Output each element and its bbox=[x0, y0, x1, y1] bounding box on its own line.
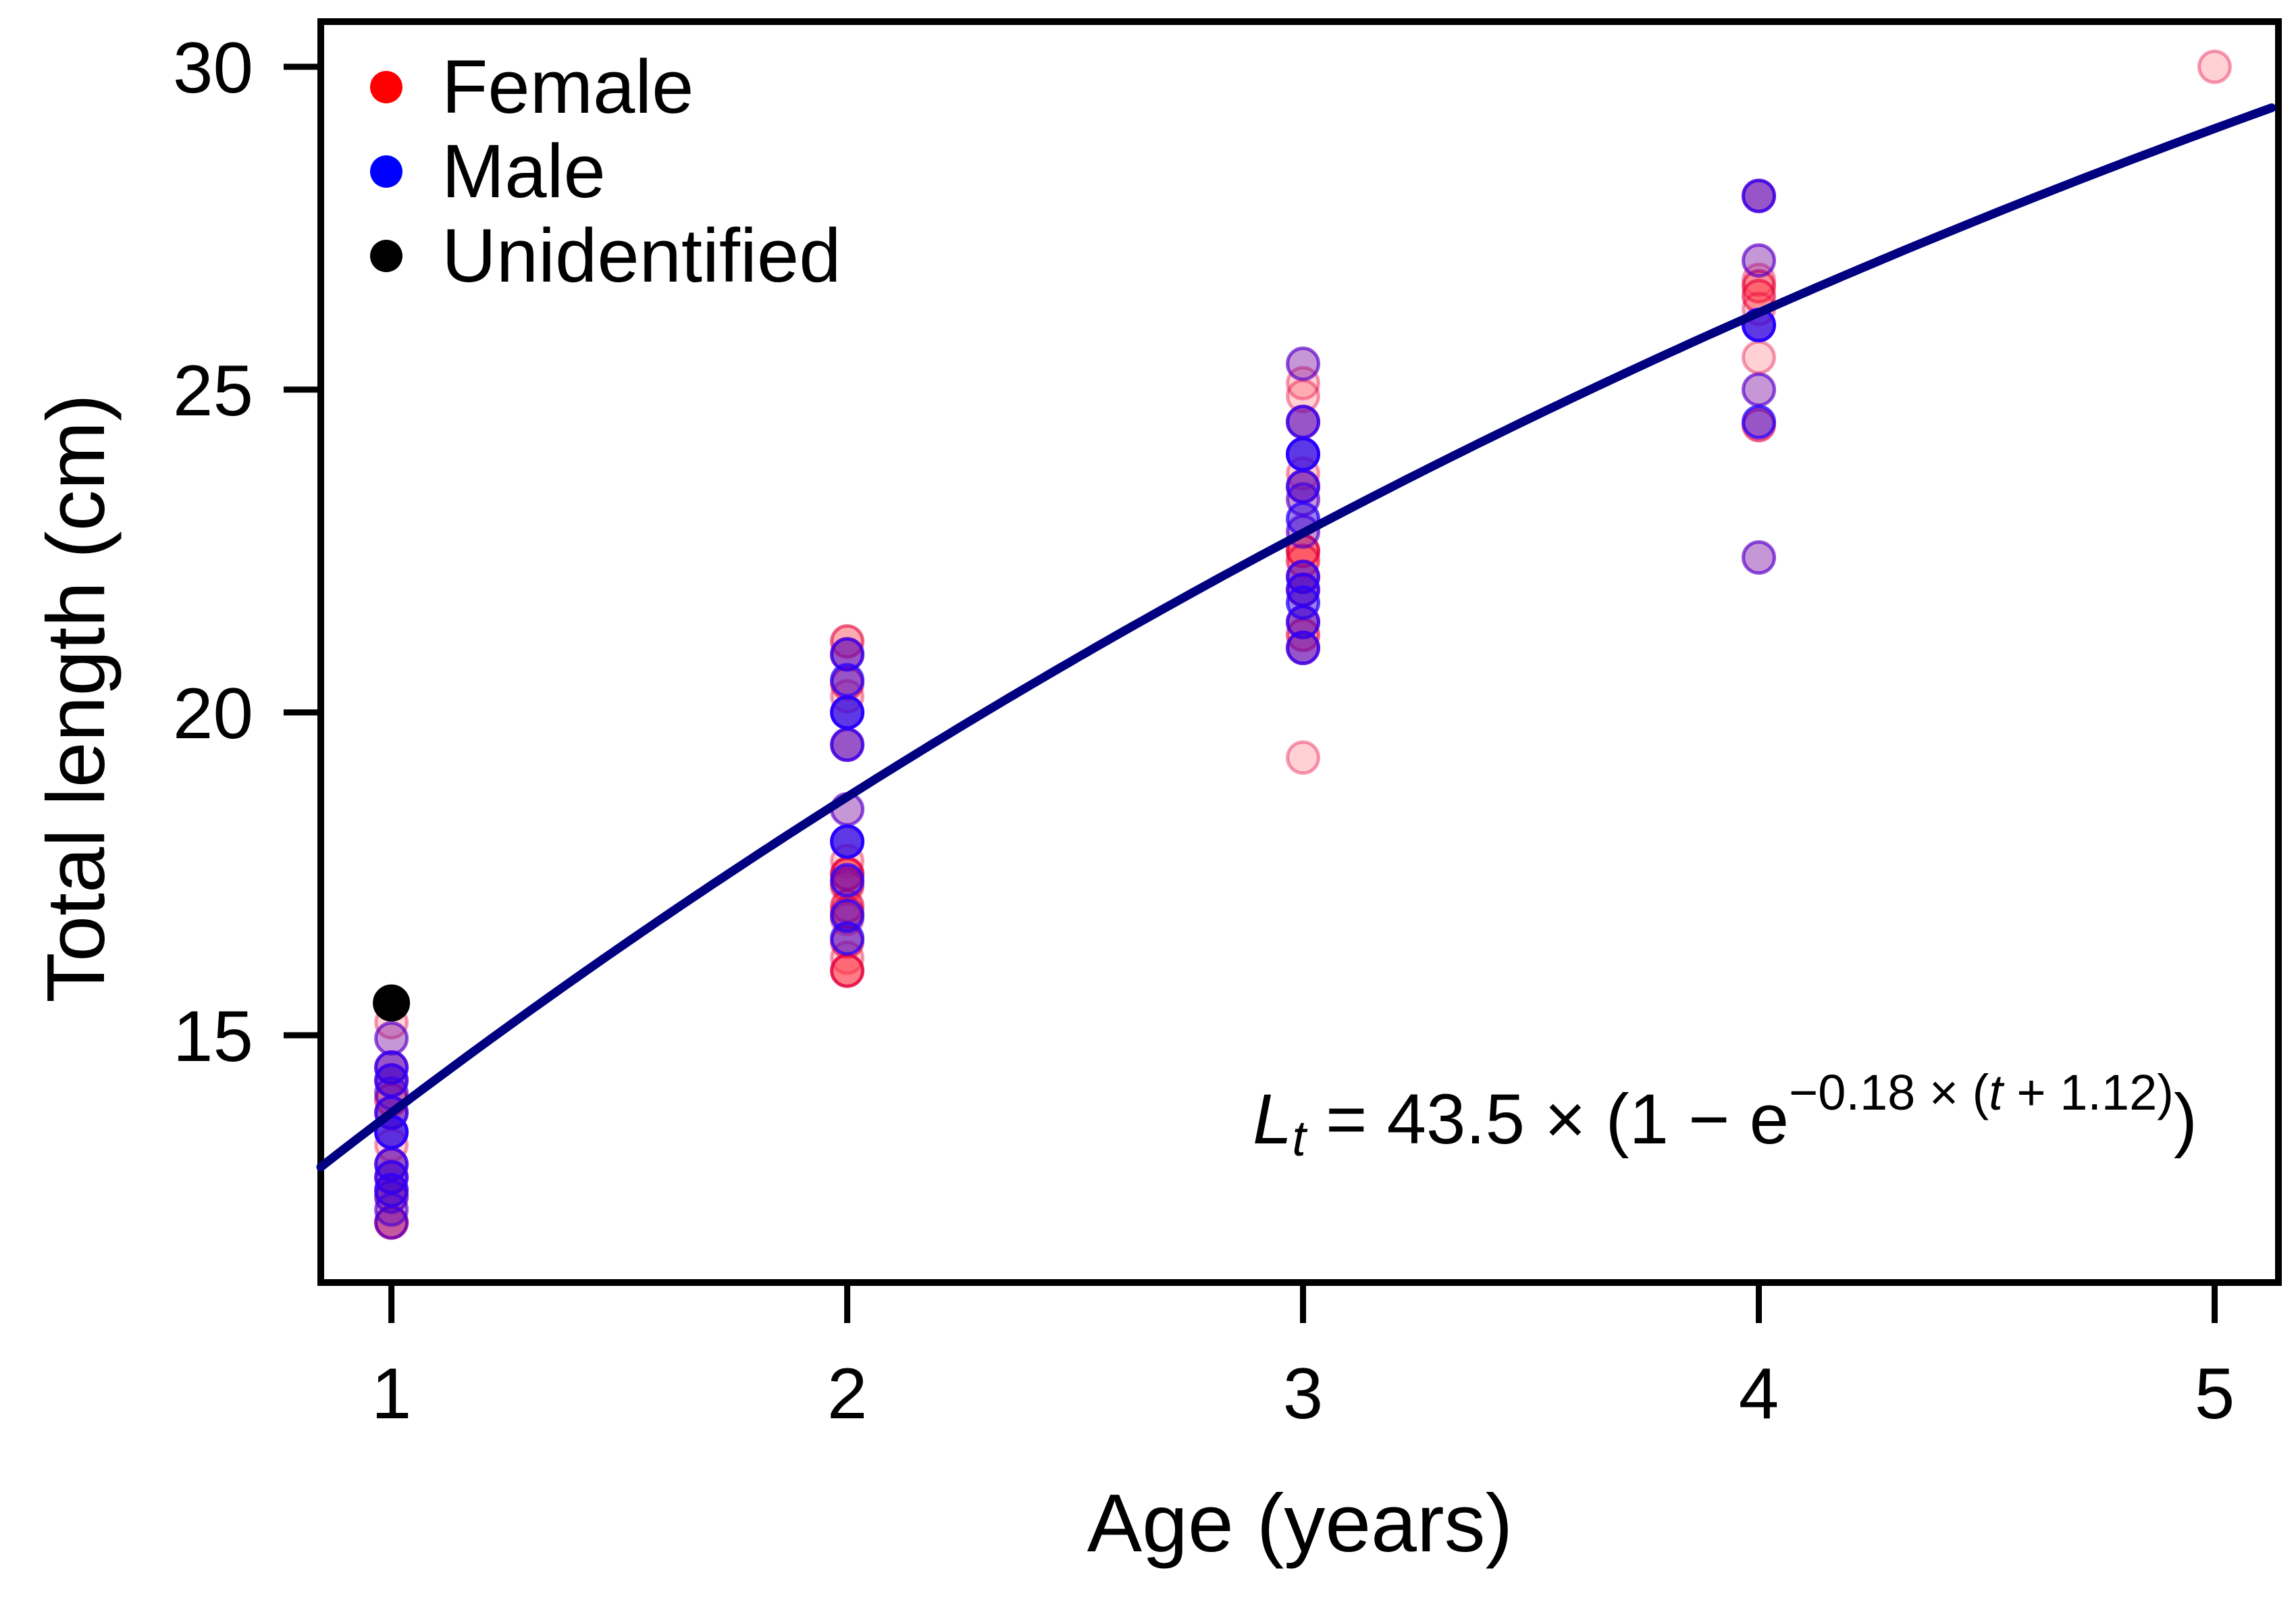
data-point-male bbox=[830, 727, 865, 762]
data-point-female bbox=[1742, 540, 1777, 575]
data-point-unidentified bbox=[373, 984, 411, 1022]
plot-border bbox=[317, 18, 2282, 1286]
y-tick-label: 20 bbox=[173, 673, 253, 754]
x-axis-title: Age (years) bbox=[1087, 1477, 1513, 1569]
growth-curve bbox=[316, 103, 2276, 1172]
female-dot-icon bbox=[370, 70, 402, 103]
data-point-male bbox=[830, 824, 865, 859]
equation-lhs: L bbox=[1253, 1080, 1293, 1159]
equation-lhs-sub: t bbox=[1292, 1110, 1306, 1166]
data-point-male bbox=[830, 663, 865, 698]
x-tick-label: 1 bbox=[371, 1353, 412, 1434]
data-point-male bbox=[374, 1205, 409, 1240]
y-tick-label: 15 bbox=[173, 995, 253, 1077]
equation-exponent: −0.18 × (t + 1.12) bbox=[1789, 1064, 2174, 1120]
data-point-female bbox=[1286, 740, 1321, 775]
equation-close: ) bbox=[2173, 1080, 2197, 1159]
data-point-male bbox=[1286, 405, 1321, 440]
data-point-male bbox=[374, 1179, 409, 1214]
growth-equation: Lt = 43.5 × (1 − e−0.18 × (t + 1.12)) bbox=[1253, 1068, 2197, 1164]
data-point-male bbox=[374, 1192, 409, 1227]
unidentified-dot-icon bbox=[370, 239, 402, 272]
legend-label: Female bbox=[442, 44, 694, 129]
data-point-female bbox=[1742, 269, 1777, 304]
data-point-male bbox=[1286, 346, 1321, 382]
legend-label: Unidentified bbox=[442, 213, 841, 298]
data-point-male bbox=[374, 1172, 409, 1208]
legend-item-male: Male bbox=[370, 129, 841, 213]
data-point-male bbox=[1286, 436, 1321, 471]
x-tick-label: 4 bbox=[1739, 1353, 1779, 1434]
data-point-female bbox=[830, 953, 865, 988]
data-point-male bbox=[1742, 243, 1777, 278]
data-point-male bbox=[374, 1021, 409, 1056]
data-point-female bbox=[2197, 49, 2233, 84]
data-point-female bbox=[1742, 243, 1777, 278]
data-point-male bbox=[1742, 178, 1777, 213]
y-tick-label: 25 bbox=[173, 350, 253, 431]
data-point-male bbox=[1286, 630, 1321, 665]
data-point-male bbox=[830, 862, 865, 898]
legend-label: Male bbox=[442, 128, 606, 213]
x-tick-label: 3 bbox=[1283, 1353, 1324, 1434]
y-axis-title: Total length (cm) bbox=[30, 394, 122, 1003]
data-point-male bbox=[1742, 540, 1777, 575]
x-tick-label: 5 bbox=[2195, 1353, 2235, 1434]
data-point-male bbox=[1742, 372, 1777, 407]
data-point-female bbox=[1286, 346, 1321, 382]
y-tick-label: 30 bbox=[173, 27, 253, 108]
data-point-female bbox=[1286, 365, 1321, 400]
data-point-male bbox=[830, 695, 865, 730]
equation-mid: = 43.5 × (1 − e bbox=[1305, 1080, 1790, 1159]
data-point-male bbox=[1742, 405, 1777, 440]
male-dot-icon bbox=[370, 155, 402, 188]
legend: Female Male Unidentified bbox=[370, 45, 841, 298]
x-tick-label: 2 bbox=[827, 1353, 868, 1434]
legend-item-unidentified: Unidentified bbox=[370, 213, 841, 298]
legend-item-female: Female bbox=[370, 45, 841, 129]
data-point-female bbox=[1742, 340, 1777, 375]
data-point-male bbox=[830, 921, 865, 956]
